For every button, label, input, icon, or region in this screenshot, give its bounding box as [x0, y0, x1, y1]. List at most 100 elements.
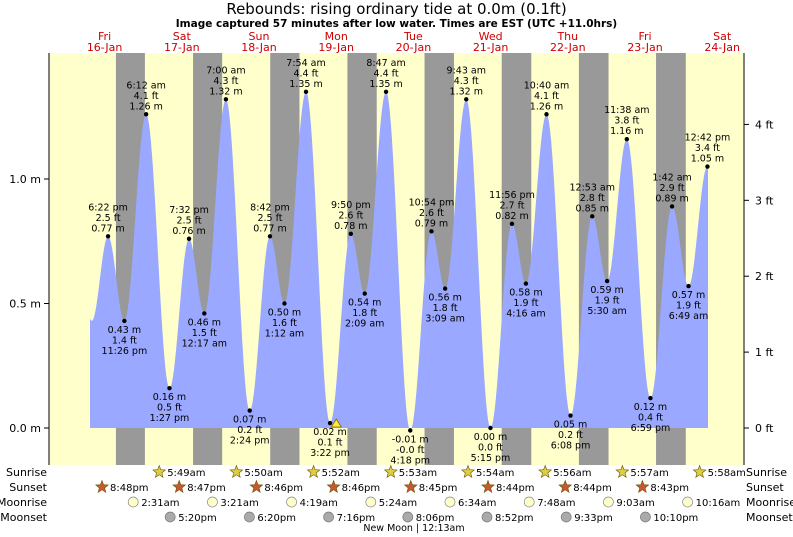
tide-point [202, 311, 207, 316]
tide-point [223, 97, 229, 102]
sunrise-time: 5:57am [630, 468, 668, 479]
sunrise-time: 5:50am [244, 468, 282, 479]
tide-label: -0.0 ft [396, 445, 425, 456]
chart-titles: Rebounds: rising ordinary tide at 0.0m (… [87, 0, 740, 534]
tide-label: 11:56 pm [489, 190, 535, 201]
day-name-label: Sat [173, 30, 192, 43]
tide-label: 1.9 ft [676, 301, 701, 312]
moonrise-time: 2:31am [141, 498, 179, 509]
day-date-label: 23-Jan [627, 41, 663, 54]
moonrise-icon [603, 496, 614, 508]
moonset-time: 7:16pm [337, 513, 376, 524]
tide-label: 7:00 am [206, 65, 245, 76]
tide-point [167, 385, 172, 391]
tide-label: 0.54 m [348, 298, 381, 309]
day-name-label: Wed [479, 30, 503, 43]
tide-label: 2:24 pm [230, 436, 270, 447]
tide-label: 0.0 ft [478, 443, 503, 454]
tide-point [143, 112, 149, 117]
axes: 0.0 m 0.5 m 1.0 m 0 ft 1 ft 2 ft 3 ft 4 ft [9, 53, 774, 465]
tide-label: 6:12 am [126, 80, 165, 91]
sunrise-icon [615, 464, 630, 478]
tide-label: 1.8 ft [433, 303, 458, 314]
sunset-icon [249, 479, 264, 493]
left-tick-label: 1.0 m [9, 173, 41, 186]
sunrise-icon [229, 464, 244, 478]
tide-label: 10:54 pm [409, 197, 455, 208]
moonrise-icon [523, 496, 535, 508]
right-tick-label: 0 ft [755, 422, 774, 435]
sunrise-time: 5:49am [167, 468, 205, 479]
tide-label: 0.16 m [153, 392, 186, 403]
tide-label: 0.2 ft [237, 425, 262, 436]
tide-label: 4:16 am [506, 309, 545, 320]
tide-label: 0.02 m [313, 427, 346, 438]
tide-label: 0.56 m [428, 293, 461, 304]
sunset-icon [635, 479, 650, 493]
sunrise-icon [152, 464, 167, 478]
tide-label: 2.5 ft [257, 213, 282, 224]
tide-label: 0.50 m [268, 308, 301, 319]
tide-label: 11:38 am [604, 105, 649, 116]
tide-label: 7:32 pm [169, 205, 209, 216]
tide-label: 1.05 m [691, 154, 724, 165]
tide-label: 4:18 pm [390, 455, 430, 466]
moonrise-icon [682, 496, 693, 508]
moonrise-icon [444, 496, 456, 508]
sunrise-time: 5:54am [476, 468, 514, 479]
moonrise-time: 4:19am [300, 498, 338, 509]
tide-label: 1.5 ft [192, 328, 217, 339]
tide-label: 1.16 m [610, 126, 643, 137]
sunset-icon [481, 479, 495, 493]
tide-point [429, 229, 434, 234]
sunset-time: 8:44pm [573, 483, 612, 494]
chart-subtitle: Image captured 57 minutes after low wate… [176, 18, 617, 30]
tide-label: 6:22 pm [88, 202, 128, 213]
tide-point [303, 89, 309, 95]
moonrise-time: 3:21am [220, 498, 258, 509]
tide-label: 12:53 am [569, 182, 614, 193]
tide-label: -0.01 m [392, 434, 429, 445]
tide-label: 2.5 ft [177, 215, 202, 226]
tide-point [488, 425, 493, 431]
sunrise-icon [383, 464, 398, 478]
tide-label: 1.32 m [209, 86, 242, 97]
tide-label: 4.3 ft [454, 76, 479, 87]
tide-point [509, 221, 515, 227]
tide-point [383, 89, 389, 95]
row-label-right-sunrise: Sunrise [746, 466, 787, 479]
moonrise-time: 6:34am [458, 498, 496, 509]
tide-label: 1.26 m [129, 101, 162, 112]
tide-point [327, 420, 333, 426]
tide-point [442, 286, 448, 291]
day-name-label: Fri [638, 30, 651, 43]
tide-label: 1.35 m [289, 79, 322, 90]
tide-point [408, 428, 413, 433]
moonrise-time: 9:03am [616, 498, 654, 509]
sunset-icon [95, 479, 109, 493]
sunrise-time: 5:52am [322, 468, 360, 479]
day-date-label: 20-Jan [396, 41, 432, 54]
tide-point [348, 231, 354, 236]
right-tick-label: 2 ft [755, 270, 774, 283]
tide-label: 1.9 ft [595, 296, 620, 307]
tide-label: 0.07 m [233, 415, 266, 426]
tide-label: 3:22 pm [310, 448, 350, 459]
tide-label: 0.1 ft [318, 438, 343, 449]
row-label-right-sunset: Sunset [746, 481, 784, 494]
moonset-time: 8:06pm [416, 513, 455, 524]
day-date-label: 17-Jan [164, 41, 200, 54]
moonrise-icon [127, 496, 139, 508]
sunset-time: 8:46pm [264, 483, 303, 494]
sunset-time: 8:45pm [419, 483, 458, 494]
tide-point [362, 291, 367, 296]
moonset-time: 8:52pm [495, 513, 534, 524]
moonrise-icon [365, 496, 377, 508]
tide-label: 0.89 m [655, 193, 688, 204]
sunset-time: 8:43pm [650, 483, 689, 494]
tide-label: 0.85 m [576, 203, 609, 214]
row-label-right-moonrise: Moonrise [746, 496, 793, 509]
sunrise-icon [538, 464, 553, 478]
